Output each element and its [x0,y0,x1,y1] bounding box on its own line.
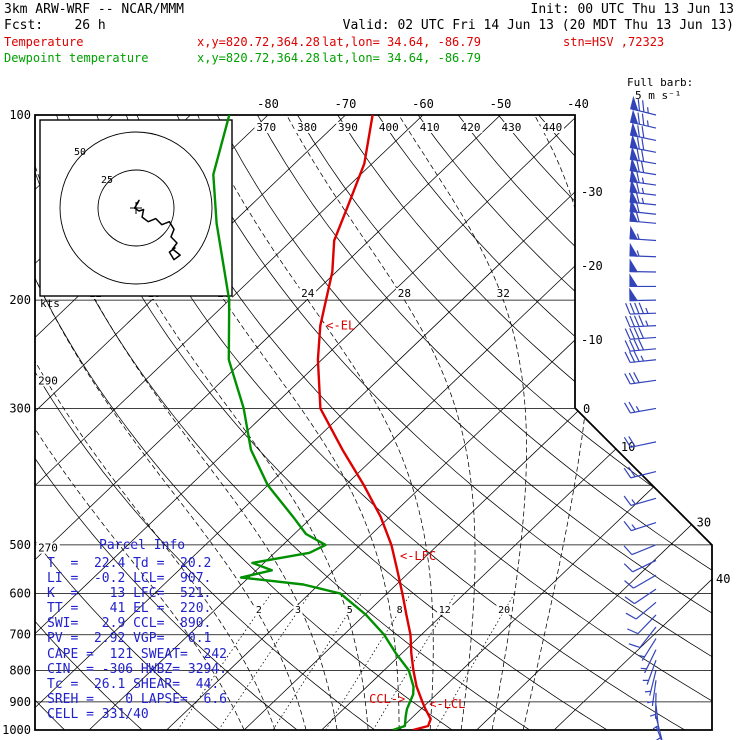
init-time: Init: 00 UTC Thu 13 Jun 13 [530,2,735,17]
parcel-info-line: SWI= 2.9 CCL= 890. [47,616,212,632]
svg-text:5: 5 [347,605,353,616]
svg-text:<-EL: <-EL [326,319,355,333]
svg-text:40: 40 [716,572,730,586]
svg-text:300: 300 [9,401,31,415]
svg-text:370: 370 [256,121,276,134]
svg-text:<-LFC: <-LFC [400,549,436,563]
svg-text:2: 2 [256,605,262,616]
svg-text:25: 25 [101,175,113,186]
temperature-latlon: lat,lon= 34.64, -86.79 [322,35,481,49]
dewpoint-legend-label: Dewpoint temperature [4,51,149,65]
level-markers: <-EL <-LFC CCL-> <-LCL [326,319,465,711]
svg-text:-20: -20 [581,259,603,273]
hodograph-inset: 25 50 kts [39,119,233,310]
svg-text:400: 400 [379,121,399,134]
svg-text:410: 410 [420,121,440,134]
svg-text:-50: -50 [490,97,512,111]
skewt-background-lines [35,115,712,730]
svg-text:440: 440 [542,121,562,134]
parcel-info-line: TT = 41 EL = 220. [47,601,212,617]
svg-text:30: 30 [697,516,711,530]
parcel-info-line: LI = -0.2 LCL= 907. [47,571,212,587]
svg-text:10: 10 [621,440,635,454]
parcel-info-line: SREH = 0 LAPSE= 6.6 [47,691,228,707]
barb-legend-line1: Full barb: [627,76,694,89]
svg-text:-40: -40 [567,97,589,111]
svg-text:-70: -70 [335,97,357,111]
svg-text:1000: 1000 [2,723,31,737]
parcel-info-line: Tc = 26.1 SHEAR= 44. [47,676,220,692]
svg-text:100: 100 [9,108,31,122]
parcel-info-line: CELL = 331/40 [47,706,149,722]
svg-text:32: 32 [497,287,510,300]
temperature-xy: x,y=820.72,364.28 [197,35,320,49]
svg-text:800: 800 [9,663,31,677]
svg-text:<-LCL: <-LCL [429,697,465,711]
temperature-curve [316,115,432,730]
svg-text:-30: -30 [581,185,603,199]
svg-text:-80: -80 [257,97,279,111]
svg-text:kts: kts [40,297,60,310]
parcel-info-line: PV = 2.92 VGP= 0.1 [47,631,212,647]
svg-text:0: 0 [583,402,590,416]
hodograph-trace [133,199,181,261]
parcel-info-line: CIN = -306 HWBZ= 3294. [47,661,228,677]
valid-time: Valid: 02 UTC Fri 14 Jun 13 (20 MDT Thu … [342,18,734,33]
svg-text:-10: -10 [581,333,603,347]
dewpoint-xy: x,y=820.72,364.28 [197,51,320,65]
svg-text:380: 380 [297,121,317,134]
svg-text:270: 270 [38,542,58,555]
parcel-info-line: CAPE = 121 SWEAT= 242 [47,646,228,662]
svg-text:290: 290 [38,374,58,387]
dewpoint-curve [212,115,415,730]
station-id: stn=HSV ,72323 [563,35,665,49]
svg-text:3: 3 [295,605,301,616]
svg-text:500: 500 [9,538,31,552]
dewpoint-latlon: lat,lon= 34.64, -86.79 [322,51,481,65]
svg-text:20: 20 [498,605,510,616]
model-title: 3km ARW-WRF -- NCAR/MMM [4,2,185,17]
sounding-curves [212,115,432,730]
svg-text:420: 420 [461,121,481,134]
svg-text:8: 8 [397,605,403,616]
parcel-info-lines: T = 22.4 Td = 20.2 LI = -0.2 LCL= 907. K =… [47,556,227,722]
svg-text:700: 700 [9,628,31,642]
svg-text:600: 600 [9,587,31,601]
parcel-info-title: Parcel Info [99,538,186,553]
svg-text:390: 390 [338,121,358,134]
svg-text:CCL->: CCL-> [369,692,405,706]
svg-text:-60: -60 [412,97,434,111]
temperature-legend-label: Temperature [4,35,84,49]
wind-barb-column [623,95,663,740]
forecast-hour: Fcst: 26 h [4,18,106,33]
svg-text:50: 50 [74,147,86,158]
svg-text:24: 24 [301,287,315,300]
svg-text:28: 28 [398,287,411,300]
svg-text:200: 200 [9,293,31,307]
svg-text:900: 900 [9,695,31,709]
svg-text:12: 12 [439,605,451,616]
plot-border [34,114,713,731]
barb-legend-line2: 5 m s⁻¹ [635,89,682,102]
parcel-info-line: T = 22.4 Td = 20.2 [47,556,212,571]
svg-text:430: 430 [501,121,521,134]
parcel-info-line: K = 13 LFC= 521. [47,586,212,602]
